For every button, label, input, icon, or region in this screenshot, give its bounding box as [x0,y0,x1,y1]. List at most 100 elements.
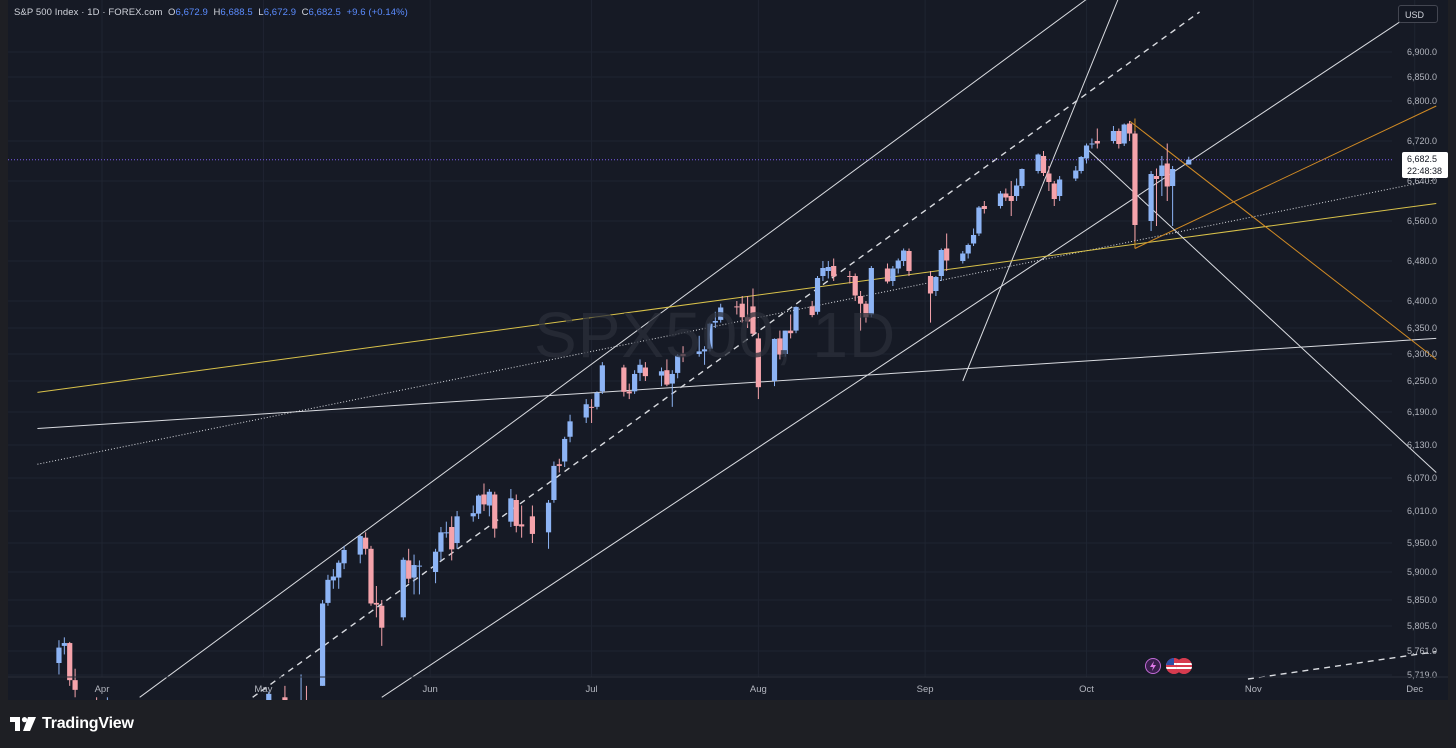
candle [481,483,487,511]
candle [305,685,307,700]
candle-body [852,276,858,296]
last-price-label: 6,682.5 22:48:38 [1402,152,1448,178]
chart-panel[interactable]: 6,900.0 6,850.0 6,800.0 6,720.0 6,640.0 6,560… [8,0,1448,700]
candle-body [960,253,966,261]
candle [933,276,939,296]
candle [771,338,778,387]
candle-body [814,278,821,312]
candle [825,261,831,279]
candle [1116,128,1122,149]
candle [777,330,783,360]
x-tick-label: Nov [1245,684,1262,695]
candle [61,637,67,655]
lightning-icon[interactable] [1145,658,1161,674]
x-tick-label: Dec [1406,684,1423,695]
channel-lower-line [381,11,1415,698]
y-tick-label: 6,010.0 [1407,506,1437,516]
x-tick-label: Jul [586,684,598,695]
candle-body [938,250,944,276]
candle-body [927,276,934,294]
tradingview-logo[interactable]: TradingView [10,714,134,734]
candle-body [481,494,487,505]
candle-body [449,527,455,550]
candle-body [438,532,444,552]
candle-body [976,207,982,234]
bar-countdown: 22:48:38 [1407,166,1443,176]
candle-body [1051,183,1057,199]
orange-support-line [1134,105,1437,249]
candle [1051,181,1057,206]
candle-body [1126,123,1133,134]
candle [1073,166,1079,181]
symbol-label[interactable]: S&P 500 Index · 1D · FOREX.com [14,7,163,18]
candle [72,668,78,698]
candle [594,391,600,410]
candle [363,532,369,555]
candle [449,516,455,561]
candle-body [551,465,557,500]
x-tick-label: Aug [750,684,767,695]
candle-body [330,576,336,581]
candle [938,248,944,281]
candle-body [707,323,713,349]
candle [562,436,568,467]
y-tick-label: 5,900.0 [1407,567,1437,577]
candle [734,301,740,315]
candle [755,333,761,400]
candle-body [970,235,977,244]
candle-body [820,268,826,276]
candle-body [793,306,799,331]
candle [476,494,482,519]
candle [1121,123,1127,146]
candle [1083,143,1090,164]
candle [567,414,573,443]
us-flag-event-icon-2[interactable] [1176,658,1192,674]
candle-body [368,548,374,604]
candle-body [1153,176,1160,179]
candle-body [56,647,62,663]
candle-body [788,330,794,334]
candle [814,276,821,315]
candle [701,346,708,365]
candle [976,206,982,236]
candle-body [556,464,562,466]
candle-body [432,551,439,572]
candle [895,258,901,274]
low-key: L [258,7,264,18]
candle [884,263,891,284]
candle-body [363,537,369,549]
candle-body [868,268,874,315]
candle-body [965,245,971,254]
candle [906,248,912,276]
currency-button[interactable]: USD [1398,5,1438,23]
candle [997,191,1004,209]
candle-body [906,251,912,271]
candle [852,273,858,301]
candle [739,296,745,323]
candle [927,271,934,323]
candle-body [72,680,78,690]
projection-dashed-line [1247,650,1437,680]
candle-body [863,303,869,318]
y-tick-label: 6,640.0 [1407,176,1437,186]
candle [707,322,713,352]
x-tick-label: Oct [1079,684,1094,695]
candle-body [777,338,783,355]
candle [486,489,492,517]
close-key: C [301,7,309,18]
candle [508,489,514,527]
candle [1153,168,1160,226]
candle [718,303,724,323]
candle [1019,168,1025,189]
candle [519,505,525,538]
channel-mid-line [252,11,1200,698]
candle-body [406,560,412,579]
candle-body [1078,157,1084,171]
low-value: 6,672.9 [263,7,297,18]
candle-body [1186,159,1192,165]
y-tick-label: 6,130.0 [1407,440,1437,450]
price-chart[interactable]: 6,900.0 6,850.0 6,800.0 6,720.0 6,640.0 6,560… [8,0,1448,700]
candle-body [588,406,595,408]
candle [642,362,648,381]
candle [341,545,347,570]
